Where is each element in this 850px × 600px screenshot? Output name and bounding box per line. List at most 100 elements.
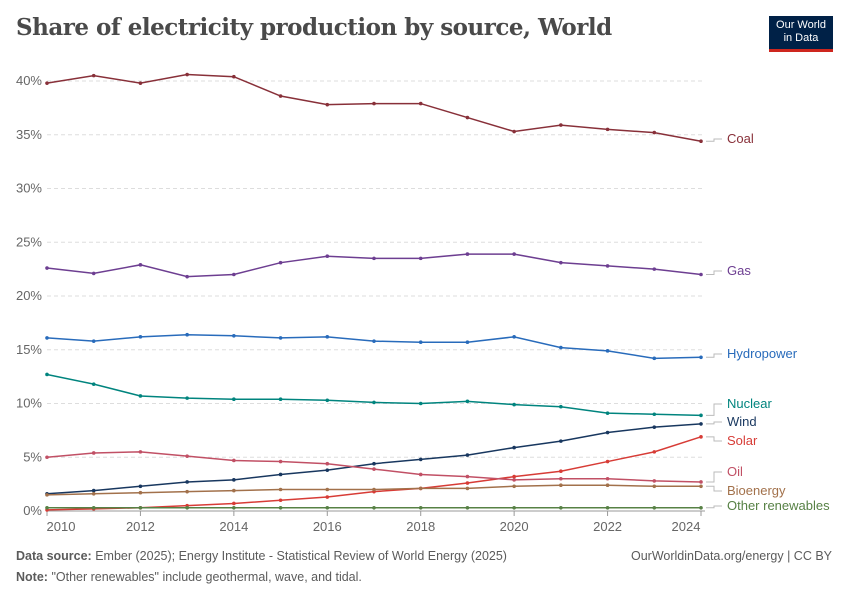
data-point (325, 254, 330, 259)
data-point (138, 490, 143, 495)
data-point (91, 339, 96, 343)
data-point (372, 101, 376, 106)
data-point (418, 256, 423, 261)
data-point (465, 453, 470, 457)
data-point (605, 459, 610, 464)
data-point (605, 411, 610, 415)
data-point (699, 484, 703, 489)
data-point (185, 274, 189, 279)
data-point (512, 478, 516, 482)
data-point (699, 272, 703, 277)
data-point (185, 480, 189, 484)
note-label: Note: (16, 570, 48, 584)
data-point (91, 451, 96, 455)
data-point (91, 382, 96, 386)
x-tick-label: 2020 (500, 519, 529, 534)
data-point (232, 333, 236, 338)
data-point (512, 129, 516, 134)
data-point (325, 461, 330, 466)
data-point (325, 335, 330, 339)
data-point (372, 400, 376, 405)
data-point (232, 397, 236, 402)
series-line-nuclear (46, 373, 702, 417)
data-point (512, 402, 516, 407)
data-point (418, 457, 423, 462)
data-point (559, 505, 563, 510)
series-label: Coal (727, 131, 754, 146)
data-point (138, 81, 143, 85)
data-point (185, 454, 189, 458)
data-point (185, 505, 189, 510)
series-line-wind (46, 423, 702, 495)
footer-url[interactable]: OurWorldinData.org/energy | CC BY (630, 549, 832, 563)
data-point (605, 430, 610, 435)
data-point (605, 264, 610, 268)
data-point (465, 481, 470, 485)
data-point (372, 339, 376, 343)
data-point (232, 478, 236, 482)
data-point (278, 397, 283, 402)
data-point (465, 252, 470, 256)
data-point (418, 505, 423, 510)
data-point (559, 260, 563, 265)
label-connector (706, 138, 722, 142)
label-connector (706, 421, 722, 425)
data-point (91, 271, 96, 276)
data-point (652, 505, 657, 510)
note-text: "Other renewables" include geothermal, w… (51, 570, 362, 584)
y-tick-label: 30% (16, 181, 42, 196)
data-point (325, 505, 330, 510)
x-tick-label: 2012 (126, 519, 155, 534)
series-line-hydropower (46, 333, 702, 360)
series-label: Solar (727, 433, 758, 448)
series-line-coal (46, 73, 702, 142)
data-point (605, 483, 610, 488)
label-connector (706, 436, 722, 442)
data-point (559, 483, 563, 488)
label-connector (706, 353, 722, 358)
data-point (278, 472, 283, 477)
data-point (45, 372, 49, 377)
data-point (652, 450, 657, 454)
data-point (418, 340, 423, 345)
data-point (278, 94, 283, 98)
x-tick-label: 2018 (406, 519, 435, 534)
y-tick-label: 5% (23, 449, 42, 464)
data-point (699, 422, 703, 426)
logo-line1: Our World (776, 19, 826, 31)
series-line-solar (46, 436, 702, 511)
series-label: Hydropower (727, 346, 798, 361)
x-tick-label: 2014 (219, 519, 248, 534)
data-point (278, 505, 283, 510)
data-point (185, 72, 189, 77)
series-label: Bioenergy (727, 483, 786, 498)
data-point (138, 263, 143, 267)
data-point (372, 256, 376, 261)
data-point (232, 272, 236, 277)
series-line-oil (46, 451, 702, 483)
owid-logo[interactable]: Our World in Data (769, 16, 833, 52)
data-point (372, 467, 376, 471)
data-point (325, 102, 330, 107)
data-point (91, 73, 96, 78)
data-point (699, 355, 703, 360)
data-point (138, 450, 143, 454)
data-point (465, 115, 470, 120)
data-point (372, 461, 376, 466)
data-point (512, 252, 516, 256)
data-point (91, 505, 96, 510)
series-label: Other renewables (727, 498, 830, 513)
data-point (372, 505, 376, 510)
data-point (465, 505, 470, 510)
data-point (278, 498, 283, 503)
data-point (699, 505, 703, 510)
y-tick-label: 0% (23, 503, 42, 518)
data-point (559, 469, 563, 474)
data-point (652, 267, 657, 271)
label-connector (706, 505, 722, 509)
data-point (652, 130, 657, 135)
data-point (278, 459, 283, 464)
data-point (45, 455, 49, 460)
data-point (512, 335, 516, 339)
series-label: Gas (727, 263, 751, 278)
